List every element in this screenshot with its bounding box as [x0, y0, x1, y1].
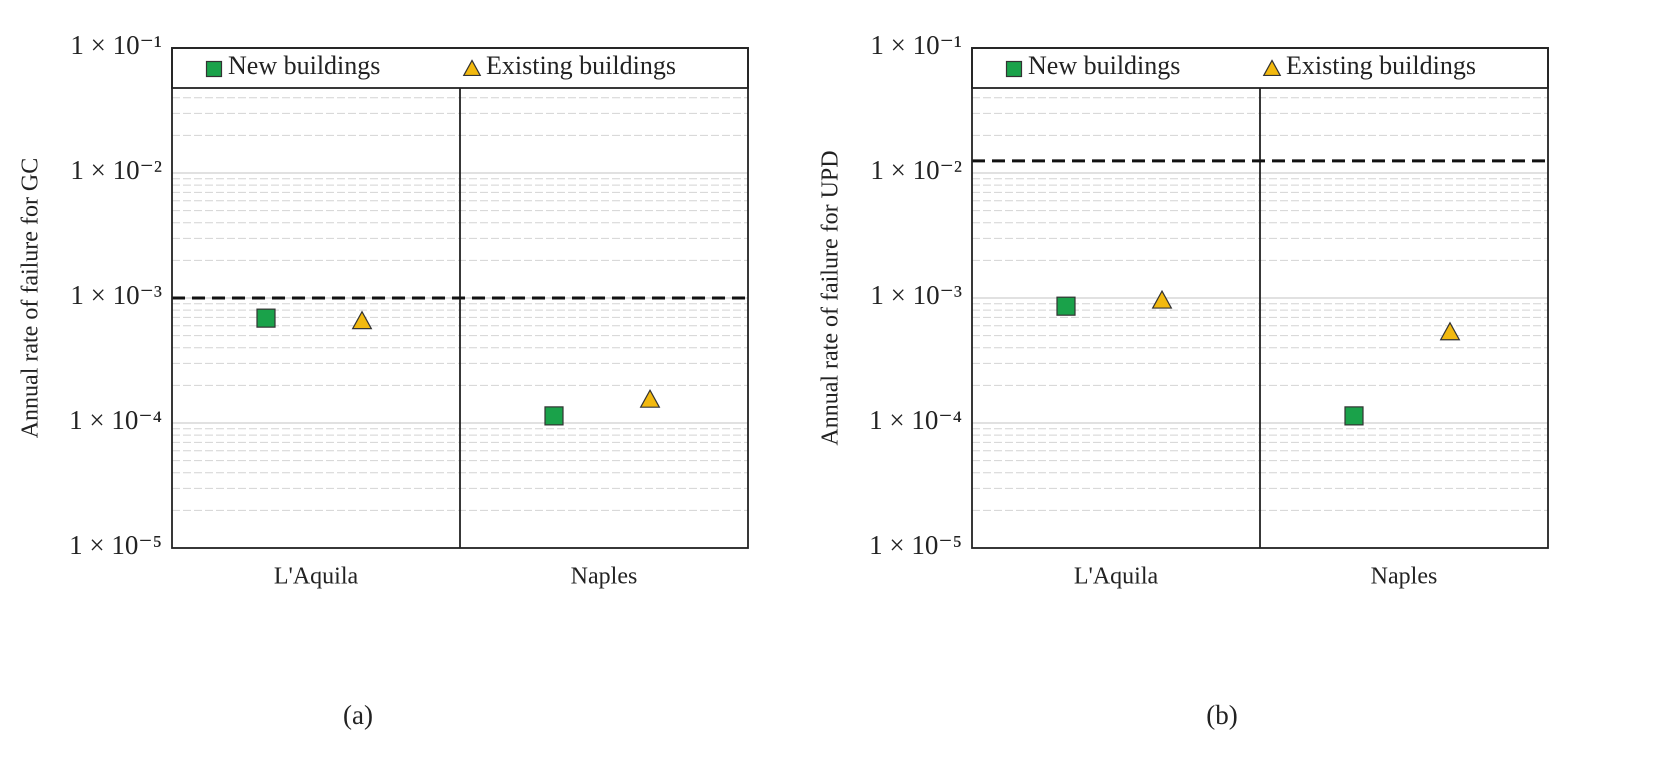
- x-tick-label: Naples: [571, 564, 638, 590]
- caption: (a): [343, 700, 373, 730]
- legend-box: [971, 47, 1549, 89]
- square-marker: [1344, 406, 1364, 426]
- legend-label: Existing buildings: [1286, 51, 1476, 80]
- x-tick-label: L'Aquila: [274, 564, 359, 590]
- legend-box: [171, 47, 749, 89]
- y-tick-label: 1 × 10⁻¹: [870, 30, 962, 60]
- y-tick-label: 1 × 10⁻³: [870, 280, 962, 310]
- plot-frame: [171, 47, 749, 549]
- y-tick-label: 1 × 10⁻⁵: [69, 530, 162, 560]
- square-marker: [1056, 296, 1076, 316]
- legend-label: Existing buildings: [486, 51, 676, 80]
- caption: (b): [1206, 700, 1237, 730]
- y-tick-label: 1 × 10⁻⁴: [869, 405, 962, 435]
- triangle-marker: [351, 310, 373, 330]
- x-tick-label: Naples: [1371, 564, 1438, 590]
- y-axis-label: Annual rate of failure for GC: [18, 158, 44, 439]
- y-tick-label: 1 × 10⁻³: [70, 280, 162, 310]
- plot-frame: [971, 47, 1549, 549]
- y-tick-label: 1 × 10⁻¹: [70, 30, 162, 60]
- y-axis-label: Annual rate of failure for UPD: [818, 150, 844, 445]
- legend-label: New buildings: [1028, 51, 1180, 80]
- y-tick-label: 1 × 10⁻²: [70, 155, 162, 185]
- square-marker: [205, 60, 223, 78]
- triangle-marker: [1151, 289, 1173, 309]
- square-marker: [544, 406, 564, 426]
- x-tick-label: L'Aquila: [1074, 564, 1159, 590]
- square-marker: [256, 308, 276, 328]
- y-tick-label: 1 × 10⁻⁴: [69, 405, 162, 435]
- square-marker: [1005, 60, 1023, 78]
- triangle-marker: [1439, 321, 1461, 341]
- triangle-marker: [1262, 59, 1282, 77]
- triangle-marker: [639, 388, 661, 408]
- legend-label: New buildings: [228, 51, 380, 80]
- triangle-marker: [462, 59, 482, 77]
- y-tick-label: 1 × 10⁻⁵: [869, 530, 962, 560]
- y-tick-label: 1 × 10⁻²: [870, 155, 962, 185]
